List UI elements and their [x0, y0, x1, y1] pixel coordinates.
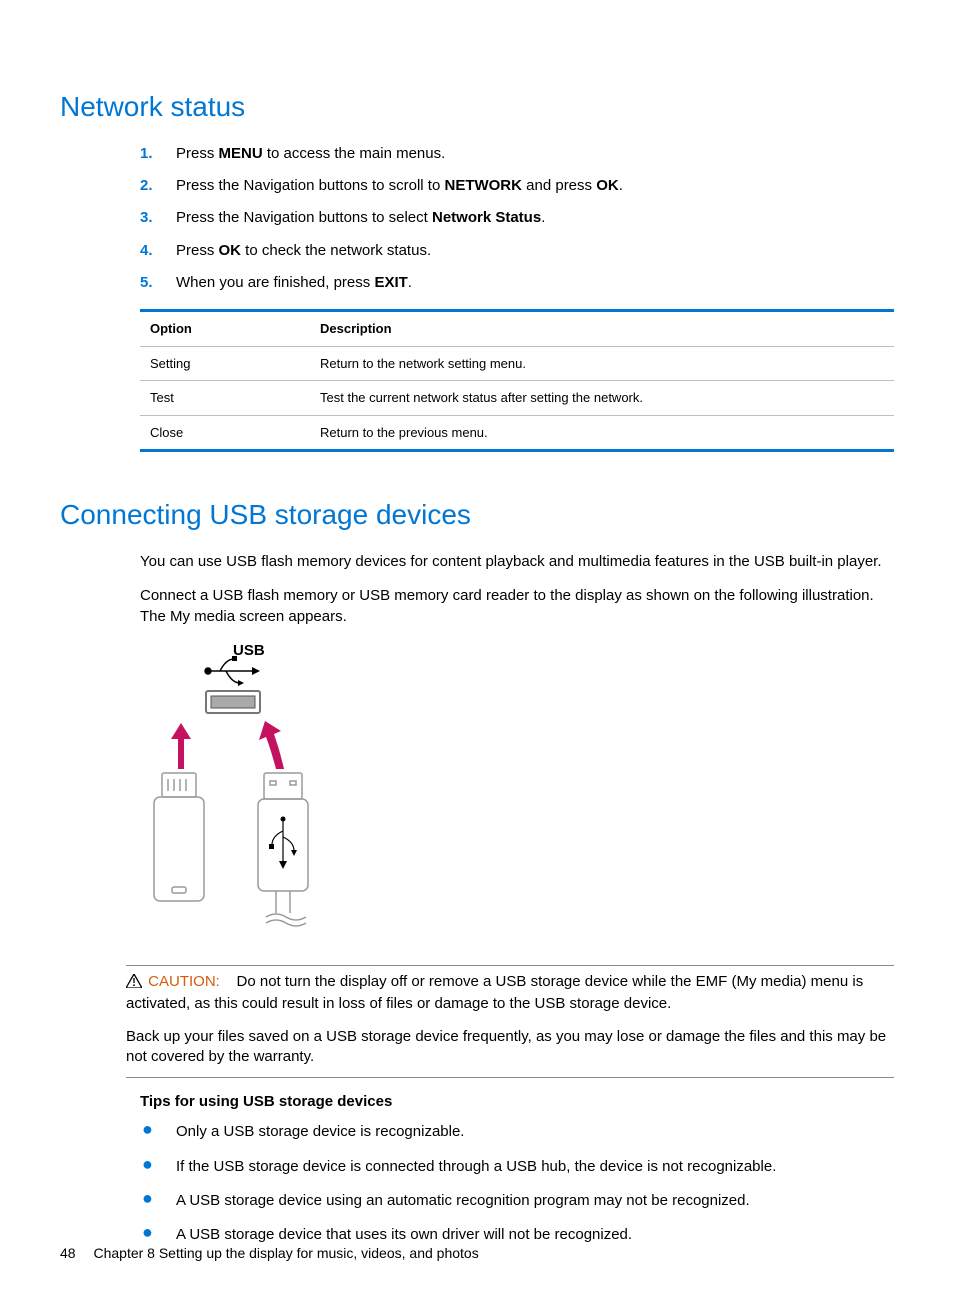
step-item: 1. Press MENU to access the main menus. [140, 144, 894, 164]
tip-text: A USB storage device that uses its own d… [176, 1225, 632, 1245]
list-item: ● A USB storage device using an automati… [140, 1191, 894, 1211]
table-cell: Return to the network setting menu. [310, 346, 894, 381]
tips-heading: Tips for using USB storage devices [140, 1092, 894, 1112]
step-item: 3. Press the Navigation buttons to selec… [140, 208, 894, 228]
usb-flash-drive-icon [154, 773, 204, 901]
warning-triangle-icon [126, 974, 142, 994]
list-item: ● Only a USB storage device is recogniza… [140, 1122, 894, 1142]
page-number: 48 [60, 1245, 76, 1261]
step-text: Press OK to check the network status. [176, 241, 894, 261]
caution-text: Back up your files saved on a USB storag… [126, 1027, 894, 1068]
usb-diagram: USB [148, 641, 894, 947]
table-cell: Close [140, 415, 310, 451]
tip-text: If the USB storage device is connected t… [176, 1157, 776, 1177]
usb-label-text: USB [233, 642, 265, 659]
table-row: Test Test the current network status aft… [140, 381, 894, 416]
table-cell: Return to the previous menu. [310, 415, 894, 451]
table-header-option: Option [140, 311, 310, 347]
steps-list: 1. Press MENU to access the main menus. … [140, 144, 894, 293]
table-header-description: Description [310, 311, 894, 347]
bullet-icon: ● [140, 1122, 176, 1142]
step-text: When you are finished, press EXIT. [176, 273, 894, 293]
step-number: 2. [140, 176, 176, 196]
bullet-icon: ● [140, 1157, 176, 1177]
list-item: ● If the USB storage device is connected… [140, 1157, 894, 1177]
table-row: Setting Return to the network setting me… [140, 346, 894, 381]
tips-list: ● Only a USB storage device is recogniza… [140, 1122, 894, 1245]
arrow-up-curved-icon [259, 721, 284, 769]
tip-text: A USB storage device using an automatic … [176, 1191, 750, 1211]
tip-text: Only a USB storage device is recognizabl… [176, 1122, 464, 1142]
table-cell: Setting [140, 346, 310, 381]
arrow-up-icon [171, 723, 191, 769]
paragraph: Connect a USB flash memory or USB memory… [140, 586, 894, 627]
paragraph: You can use USB flash memory devices for… [140, 552, 894, 572]
step-text: Press MENU to access the main menus. [176, 144, 894, 164]
step-text: Press the Navigation buttons to scroll t… [176, 176, 894, 196]
chapter-label: Chapter 8 Setting up the display for mus… [93, 1245, 478, 1261]
step-item: 4. Press OK to check the network status. [140, 241, 894, 261]
heading-network-status: Network status [60, 88, 894, 126]
caution-label: CAUTION: [148, 973, 220, 990]
step-item: 5. When you are finished, press EXIT. [140, 273, 894, 293]
step-number: 1. [140, 144, 176, 164]
bullet-icon: ● [140, 1225, 176, 1245]
table-row: Close Return to the previous menu. [140, 415, 894, 451]
bullet-icon: ● [140, 1191, 176, 1211]
page-footer: 48 Chapter 8 Setting up the display for … [60, 1244, 479, 1263]
step-item: 2. Press the Navigation buttons to scrol… [140, 176, 894, 196]
usb-trident-icon [205, 656, 260, 686]
heading-connecting-usb: Connecting USB storage devices [60, 496, 894, 534]
step-number: 5. [140, 273, 176, 293]
list-item: ● A USB storage device that uses its own… [140, 1225, 894, 1245]
step-number: 4. [140, 241, 176, 261]
usb-cable-icon [258, 773, 308, 926]
options-table: Option Description Setting Return to the… [140, 309, 894, 452]
table-cell: Test the current network status after se… [310, 381, 894, 416]
step-text: Press the Navigation buttons to select N… [176, 208, 894, 228]
table-cell: Test [140, 381, 310, 416]
usb-port-icon [206, 691, 260, 713]
caution-box: CAUTION: Do not turn the display off or … [126, 965, 894, 1078]
step-number: 3. [140, 208, 176, 228]
caution-text: Do not turn the display off or remove a … [126, 973, 863, 1012]
